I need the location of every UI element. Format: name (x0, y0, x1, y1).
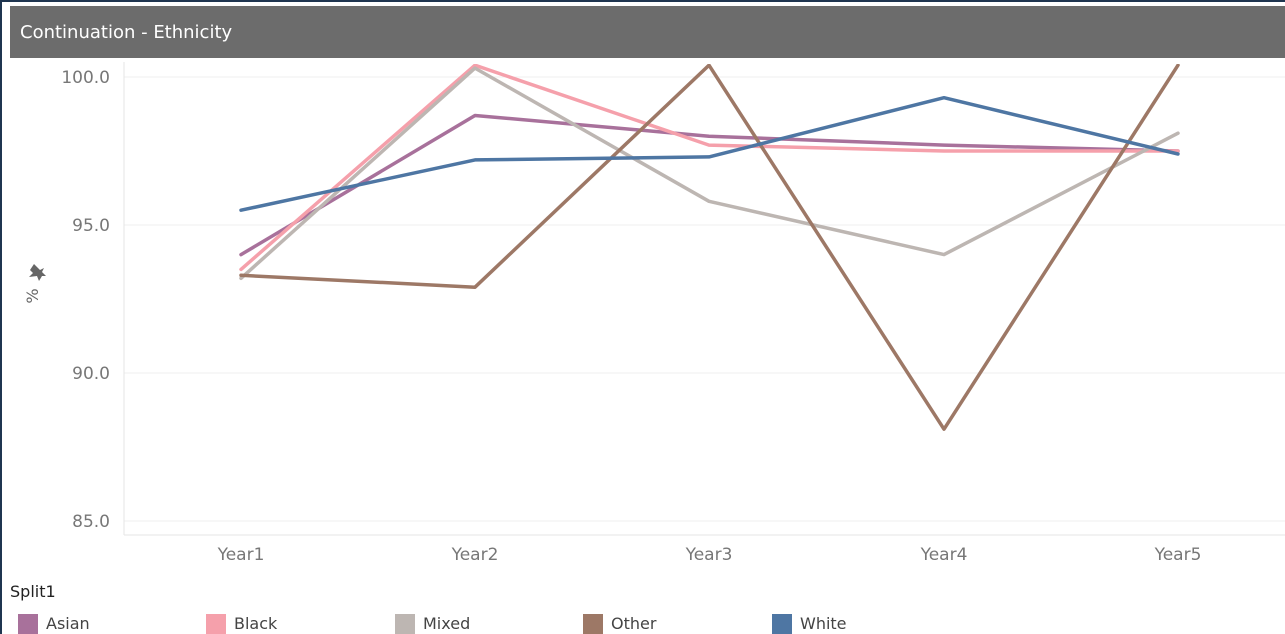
series-line-black[interactable] (239, 64, 1180, 272)
series-line-mixed[interactable] (239, 66, 1180, 281)
y-axis: 85.0 90.0 95.0 100.0 (61, 62, 125, 535)
x-tick-label: Year5 (1154, 545, 1202, 565)
y-axis-label: % (23, 288, 42, 303)
legend-label: Black (234, 614, 278, 633)
legend-swatch (583, 614, 603, 634)
legend-swatch (395, 614, 415, 634)
legend-item-white[interactable]: White (772, 612, 942, 634)
gridlines (124, 76, 1285, 522)
series-line-other[interactable] (239, 64, 1180, 431)
y-tick-label: 100.0 (61, 68, 110, 88)
legend-title: Split1 (10, 582, 56, 601)
legend-item-mixed[interactable]: Mixed (395, 612, 565, 634)
y-tick-label: 95.0 (72, 216, 110, 236)
legend-label: Mixed (423, 614, 471, 633)
legend-label: Other (611, 614, 657, 633)
x-tick-label: Year2 (451, 545, 499, 565)
series-line-white[interactable] (239, 95, 1180, 212)
x-tick-label: Year1 (217, 545, 265, 565)
series-lines (239, 64, 1180, 431)
x-tick-label: Year4 (920, 545, 968, 565)
legend-swatch (206, 614, 226, 634)
x-tick-label: Year3 (685, 545, 733, 565)
legend-label: Asian (46, 614, 90, 633)
legend-swatch (772, 614, 792, 634)
series-line-asian[interactable] (239, 113, 1180, 257)
title-bar: Continuation - Ethnicity (10, 6, 1285, 58)
legend-item-other[interactable]: Other (583, 612, 753, 634)
pin-icon[interactable] (29, 264, 46, 281)
legend-item-black[interactable]: Black (206, 612, 376, 634)
legend-label: White (800, 614, 847, 633)
y-tick-label: 90.0 (72, 364, 110, 384)
legend: Asian Black Mixed Other White (0, 610, 1285, 634)
chart-title: Continuation - Ethnicity (20, 22, 233, 43)
y-tick-label: 85.0 (72, 512, 110, 532)
legend-item-asian[interactable]: Asian (18, 612, 188, 634)
x-axis: Year1 Year2 Year3 Year4 Year5 (124, 534, 1285, 565)
legend-swatch (18, 614, 38, 634)
